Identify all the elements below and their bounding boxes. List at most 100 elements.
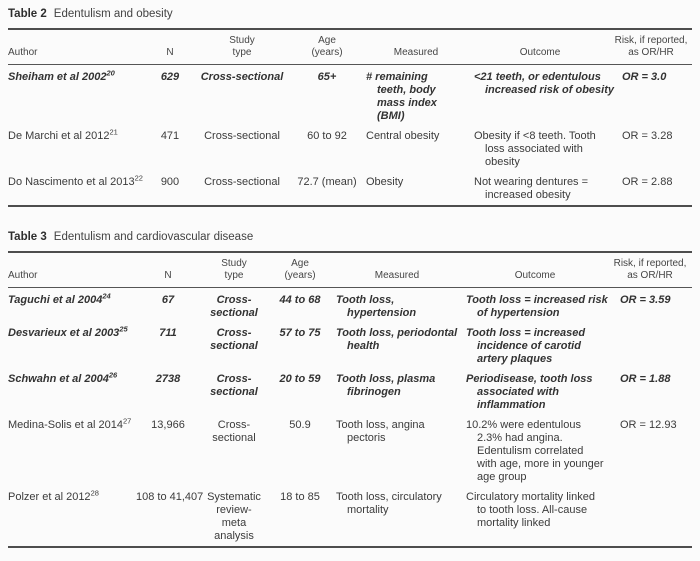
risk-cell: OR = 2.88 — [622, 176, 673, 188]
study-type-cell: Cross- sectional — [210, 294, 258, 319]
measured-cell: Obesity — [366, 176, 404, 188]
col-header-outcome: Outcome — [519, 47, 561, 58]
measured-cell: Tooth loss, plasma fibrinogen — [336, 373, 436, 398]
risk-cell: OR = 3.28 — [622, 130, 673, 142]
col-header-outcome: Outcome — [514, 270, 556, 281]
age-cell: 20 to 59 — [279, 373, 321, 385]
author-cell: Sheiham et al 200220 — [8, 65, 148, 127]
outcome-cell: Obesity if <8 teeth. Tooth loss associat… — [474, 130, 596, 168]
table2-header-row: Author N Study type Age (years) Measured… — [8, 29, 692, 65]
col-header-study-type: Study type — [229, 35, 255, 58]
table-row-medina-solis: Medina-Solis et al 201427 13,966 Cross- … — [8, 415, 692, 487]
age-cell: 65+ — [317, 71, 337, 83]
n-cell: 711 — [159, 327, 177, 339]
col-header-n: N — [164, 270, 172, 281]
author-name: Schwahn et al 2004 — [8, 373, 109, 385]
risk-cell: OR = 12.93 — [620, 419, 677, 431]
outcome-cell: Not wearing dentures = increased obesity — [474, 176, 589, 201]
risk-cell — [608, 323, 692, 369]
col-header-age: Age (years) — [284, 258, 316, 281]
outcome-cell: Circulatory mortality linked to tooth lo… — [466, 491, 595, 529]
measured-cell: # remaining teeth, body mass index (BMI) — [366, 71, 437, 122]
study-type-cell: Cross-sectional — [204, 130, 280, 142]
n-cell: 471 — [160, 130, 180, 142]
author-name: Do Nascimento et al 2013 — [8, 176, 135, 188]
risk-cell: OR = 3.59 — [620, 294, 671, 306]
n-cell: 13,966 — [151, 419, 185, 431]
author-name: Polzer et al 2012 — [8, 491, 91, 503]
measured-cell: Central obesity — [366, 130, 440, 142]
measured-cell: Tooth loss, periodontal health — [336, 327, 458, 352]
study-type-cell: Cross- sectional — [210, 373, 258, 398]
article-tables-page: Table 2 Edentulism and obesity Author N S… — [8, 7, 692, 548]
risk-cell: OR = 3.0 — [622, 71, 667, 83]
age-cell: 57 to 75 — [279, 327, 321, 339]
col-header-author: Author — [8, 47, 38, 58]
table2-caption: Table 2 Edentulism and obesity — [8, 7, 692, 21]
col-header-author: Author — [8, 270, 38, 281]
outcome-cell: Tooth loss = increased incidence of caro… — [466, 327, 586, 365]
risk-cell — [608, 487, 692, 547]
measured-cell: Tooth loss, angina pectoris — [336, 419, 425, 444]
table-row-schwahn: Schwahn et al 200426 2738 Cross- section… — [8, 369, 692, 415]
table2-section: Table 2 Edentulism and obesity Author N S… — [8, 7, 692, 207]
author-name: Desvarieux et al 2003 — [8, 327, 120, 339]
n-cell: 108 to 41,407 — [136, 491, 204, 503]
citation-ref: 20 — [106, 68, 115, 78]
col-header-study-type: Study type — [221, 258, 247, 281]
study-type-cell: Cross-sectional — [204, 176, 280, 188]
table3-caption-text: Edentulism and cardiovascular disease — [53, 231, 254, 243]
table2-label: Table 2 — [8, 8, 47, 20]
study-type-cell: Cross-sectional — [200, 71, 284, 83]
col-header-age: Age (years) — [311, 35, 343, 58]
citation-ref: 22 — [134, 173, 143, 183]
table3-caption: Table 3 Edentulism and cardiovascular dis… — [8, 230, 692, 244]
outcome-cell: Tooth loss = increased risk of hypertens… — [466, 294, 608, 319]
author-name: Taguchi et al 2004 — [8, 294, 103, 306]
measured-cell: Tooth loss, circulatory mortality — [336, 491, 442, 516]
table2-caption-text: Edentulism and obesity — [53, 8, 173, 20]
table-row-taguchi: Taguchi et al 200424 67 Cross- sectional… — [8, 288, 692, 324]
table3-label: Table 3 — [8, 231, 47, 243]
n-cell: 629 — [160, 71, 180, 83]
col-header-n: N — [166, 47, 174, 58]
risk-cell: OR = 1.88 — [620, 373, 671, 385]
author-cell: Polzer et al 201228 — [8, 487, 136, 547]
study-type-cell: Systematic review- meta analysis — [207, 491, 261, 542]
study-type-cell: Cross- sectional — [210, 327, 258, 352]
outcome-cell: 10.2% were edentulous 2.3% had angina. E… — [466, 419, 604, 483]
age-cell: 60 to 92 — [307, 130, 347, 142]
age-cell: 50.9 — [289, 419, 311, 431]
measured-cell: Tooth loss, hypertension — [336, 294, 417, 319]
col-header-risk: Risk, if reported, as OR/HR — [614, 35, 688, 58]
table-row-desvarieux: Desvarieux et al 200325 711 Cross- secti… — [8, 323, 692, 369]
age-cell: 72.7 (mean) — [297, 176, 357, 188]
table3: Author N Study type Age (years) Measured… — [8, 251, 692, 548]
author-cell: Schwahn et al 200426 — [8, 369, 136, 415]
author-name: Medina-Solis et al 2014 — [8, 419, 123, 431]
col-header-risk: Risk, if reported, as OR/HR — [613, 258, 687, 281]
table3-section: Table 3 Edentulism and cardiovascular dis… — [8, 230, 692, 548]
author-cell: Desvarieux et al 200325 — [8, 323, 136, 369]
citation-ref: 21 — [109, 127, 118, 137]
age-cell: 18 to 85 — [280, 491, 320, 503]
study-type-cell: Cross- sectional — [212, 419, 256, 444]
table-row-do-nascimento: Do Nascimento et al 201322 900 Cross-sec… — [8, 172, 692, 206]
author-name: Sheiham et al 2002 — [8, 71, 107, 83]
outcome-cell: Periodisease, tooth loss associated with… — [466, 373, 593, 411]
table3-header-row: Author N Study type Age (years) Measured… — [8, 252, 692, 288]
citation-ref: 24 — [102, 291, 111, 301]
col-header-measured: Measured — [393, 47, 439, 58]
citation-ref: 25 — [119, 324, 128, 334]
citation-ref: 26 — [108, 370, 118, 380]
n-cell: 2738 — [155, 373, 181, 385]
author-cell: Do Nascimento et al 201322 — [8, 172, 148, 206]
author-cell: De Marchi et al 201221 — [8, 126, 148, 172]
table2: Author N Study type Age (years) Measured… — [8, 28, 692, 207]
author-cell: Taguchi et al 200424 — [8, 288, 136, 324]
age-cell: 44 to 68 — [279, 294, 321, 306]
n-cell: 67 — [161, 294, 175, 306]
author-cell: Medina-Solis et al 201427 — [8, 415, 136, 487]
col-header-measured: Measured — [374, 270, 420, 281]
table-row-polzer: Polzer et al 201228 108 to 41,407 System… — [8, 487, 692, 547]
